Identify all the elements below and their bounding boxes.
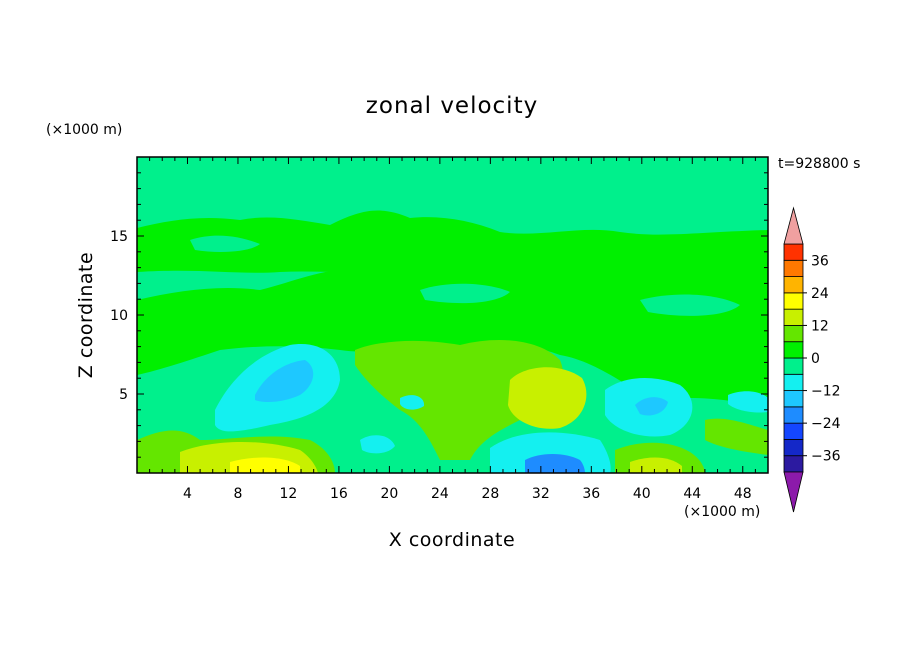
contour-negative-patch-small: [400, 395, 425, 410]
y-axis-label: Z coordinate: [75, 252, 97, 378]
x-tick-label: 32: [532, 486, 550, 502]
colorbar: 36 24 12 0 −12 −24 −36: [783, 206, 841, 513]
contour-positive-band: [355, 340, 564, 460]
colorbar-segment: [783, 406, 804, 424]
colorbar-segment: [783, 292, 804, 310]
contour-negative-top: [137, 157, 768, 214]
y-tick-label: 5: [119, 387, 128, 403]
contour-negative-patch: [640, 294, 740, 316]
contour-negative-edge: [728, 391, 768, 413]
x-axis-unit: (×1000 m): [684, 504, 760, 520]
colorbar-segment: [783, 259, 804, 277]
x-tick-label: 44: [683, 486, 701, 502]
x-tick-label: 48: [734, 486, 752, 502]
contour-surface-yellow: [230, 457, 300, 473]
colorbar-tick-label: 0: [811, 351, 820, 367]
contour-negative-patch-small: [360, 435, 395, 454]
x-tick-label: 36: [582, 486, 600, 502]
x-tick-label: 24: [431, 486, 449, 502]
x-tick-label: 16: [330, 486, 348, 502]
contour-negative-patch: [190, 235, 260, 252]
colorbar-segment: [783, 308, 804, 326]
colorbar-tick-label: 12: [811, 318, 829, 334]
x-axis-label: X coordinate: [389, 529, 515, 551]
colorbar-segment: [783, 357, 804, 375]
colorbar-segment: [783, 373, 804, 391]
x-tick-label: 28: [481, 486, 499, 502]
colorbar-segment: [783, 439, 804, 457]
contour-surface-negative-core: [525, 454, 585, 473]
contour-field: [137, 157, 768, 473]
colorbar-segment: [783, 325, 804, 343]
contour-negative-core-inner: [635, 397, 668, 416]
y-axis-unit: (×1000 m): [46, 122, 122, 138]
contour-zero-patch: [137, 210, 768, 273]
contour-zero-band: [137, 245, 768, 410]
colorbar-tick-label: −24: [811, 416, 841, 432]
contour-positive-core: [508, 367, 587, 429]
y-axis-ticks: 5 10 15: [110, 172, 768, 458]
x-tick-label: 20: [380, 486, 398, 502]
y-tick-label: 10: [110, 308, 128, 324]
colorbar-under-triangle: [783, 471, 804, 513]
colorbar-tick-label: 36: [811, 253, 829, 269]
contour-negative-patch: [420, 283, 510, 304]
contour-surface-yellow-right: [630, 457, 682, 473]
x-tick-label: 4: [183, 486, 192, 502]
y-tick-label: 15: [110, 229, 128, 245]
colorbar-tick-label: −12: [811, 384, 841, 400]
chart-title: zonal velocity: [366, 93, 538, 119]
time-label: t=928800 s: [778, 156, 860, 172]
contour-positive-right: [705, 418, 768, 455]
colorbar-tick-label: 24: [811, 286, 829, 302]
contour-negative-core-inner: [255, 360, 314, 403]
colorbar-over-triangle: [783, 206, 804, 245]
colorbar-segment: [783, 455, 804, 473]
x-tick-label: 12: [280, 486, 298, 502]
colorbar-segment: [783, 390, 804, 408]
x-tick-label: 8: [233, 486, 242, 502]
x-axis-ticks: 4 8 12 16 20 24 28 32 36 40 44 48: [149, 157, 756, 502]
colorbar-segment: [783, 276, 804, 294]
colorbar-segment: [783, 341, 804, 359]
colorbar-segment: [783, 422, 804, 440]
x-tick-label: 40: [633, 486, 651, 502]
colorbar-segment: [783, 243, 804, 261]
colorbar-tick-label: −36: [811, 449, 841, 465]
